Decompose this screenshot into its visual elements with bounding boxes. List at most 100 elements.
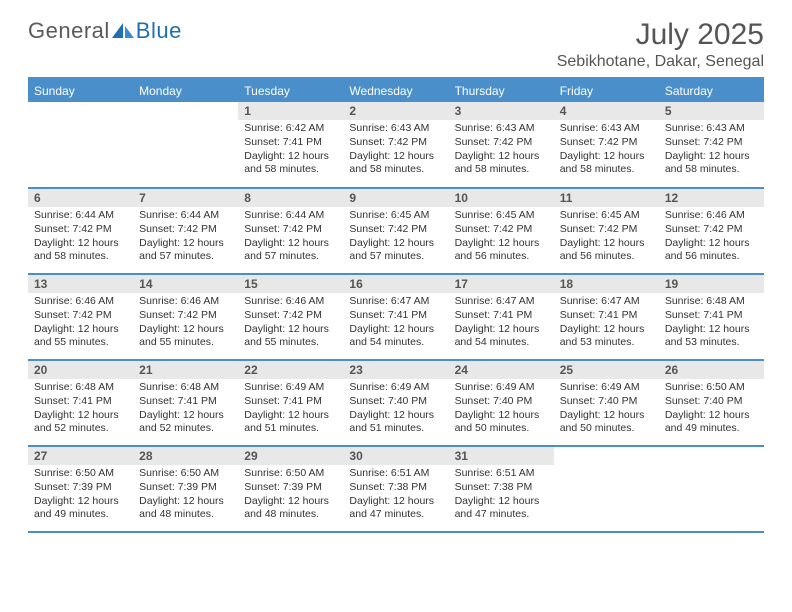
- day-cell: 4Sunrise: 6:43 AMSunset: 7:42 PMDaylight…: [554, 102, 659, 188]
- location-subtitle: Sebikhotane, Dakar, Senegal: [557, 53, 764, 71]
- col-friday: Friday: [554, 80, 659, 102]
- day-details: Sunrise: 6:51 AMSunset: 7:38 PMDaylight:…: [449, 465, 554, 526]
- day-details: Sunrise: 6:46 AMSunset: 7:42 PMDaylight:…: [238, 293, 343, 354]
- day-details: Sunrise: 6:49 AMSunset: 7:40 PMDaylight:…: [449, 379, 554, 440]
- day-details: Sunrise: 6:48 AMSunset: 7:41 PMDaylight:…: [133, 379, 238, 440]
- day-details: Sunrise: 6:46 AMSunset: 7:42 PMDaylight:…: [133, 293, 238, 354]
- week-row: 1Sunrise: 6:42 AMSunset: 7:41 PMDaylight…: [28, 102, 764, 188]
- week-row: 20Sunrise: 6:48 AMSunset: 7:41 PMDayligh…: [28, 360, 764, 446]
- day-cell: 1Sunrise: 6:42 AMSunset: 7:41 PMDaylight…: [238, 102, 343, 188]
- day-details: Sunrise: 6:48 AMSunset: 7:41 PMDaylight:…: [659, 293, 764, 354]
- day-cell: 5Sunrise: 6:43 AMSunset: 7:42 PMDaylight…: [659, 102, 764, 188]
- day-number: 1: [238, 102, 343, 120]
- col-saturday: Saturday: [659, 80, 764, 102]
- day-number: 3: [449, 102, 554, 120]
- day-details: Sunrise: 6:50 AMSunset: 7:40 PMDaylight:…: [659, 379, 764, 440]
- col-thursday: Thursday: [449, 80, 554, 102]
- day-number: 5: [659, 102, 764, 120]
- col-wednesday: Wednesday: [343, 80, 448, 102]
- logo-text-general: General: [28, 18, 110, 44]
- day-number: 8: [238, 189, 343, 207]
- day-cell: 31Sunrise: 6:51 AMSunset: 7:38 PMDayligh…: [449, 446, 554, 532]
- day-number: 17: [449, 275, 554, 293]
- day-details: Sunrise: 6:44 AMSunset: 7:42 PMDaylight:…: [238, 207, 343, 268]
- day-details: Sunrise: 6:43 AMSunset: 7:42 PMDaylight:…: [343, 120, 448, 181]
- title-block: July 2025 Sebikhotane, Dakar, Senegal: [557, 18, 764, 71]
- brand-logo: General Blue: [28, 18, 182, 44]
- day-details: Sunrise: 6:49 AMSunset: 7:41 PMDaylight:…: [238, 379, 343, 440]
- day-cell: 22Sunrise: 6:49 AMSunset: 7:41 PMDayligh…: [238, 360, 343, 446]
- col-sunday: Sunday: [28, 80, 133, 102]
- day-details: Sunrise: 6:45 AMSunset: 7:42 PMDaylight:…: [554, 207, 659, 268]
- day-details: Sunrise: 6:43 AMSunset: 7:42 PMDaylight:…: [554, 120, 659, 181]
- day-cell: 17Sunrise: 6:47 AMSunset: 7:41 PMDayligh…: [449, 274, 554, 360]
- logo-text-blue: Blue: [136, 18, 182, 44]
- week-row: 13Sunrise: 6:46 AMSunset: 7:42 PMDayligh…: [28, 274, 764, 360]
- day-cell: 29Sunrise: 6:50 AMSunset: 7:39 PMDayligh…: [238, 446, 343, 532]
- day-details: Sunrise: 6:45 AMSunset: 7:42 PMDaylight:…: [343, 207, 448, 268]
- day-details: Sunrise: 6:49 AMSunset: 7:40 PMDaylight:…: [554, 379, 659, 440]
- col-tuesday: Tuesday: [238, 80, 343, 102]
- calendar-table: Sunday Monday Tuesday Wednesday Thursday…: [28, 80, 764, 533]
- day-cell: [28, 102, 133, 188]
- month-title: July 2025: [557, 18, 764, 51]
- day-details: Sunrise: 6:44 AMSunset: 7:42 PMDaylight:…: [133, 207, 238, 268]
- day-cell: 28Sunrise: 6:50 AMSunset: 7:39 PMDayligh…: [133, 446, 238, 532]
- day-cell: 2Sunrise: 6:43 AMSunset: 7:42 PMDaylight…: [343, 102, 448, 188]
- day-number: 20: [28, 361, 133, 379]
- day-number: 19: [659, 275, 764, 293]
- day-cell: 6Sunrise: 6:44 AMSunset: 7:42 PMDaylight…: [28, 188, 133, 274]
- day-cell: 19Sunrise: 6:48 AMSunset: 7:41 PMDayligh…: [659, 274, 764, 360]
- day-cell: 10Sunrise: 6:45 AMSunset: 7:42 PMDayligh…: [449, 188, 554, 274]
- col-monday: Monday: [133, 80, 238, 102]
- day-cell: 30Sunrise: 6:51 AMSunset: 7:38 PMDayligh…: [343, 446, 448, 532]
- day-number: 15: [238, 275, 343, 293]
- day-cell: 15Sunrise: 6:46 AMSunset: 7:42 PMDayligh…: [238, 274, 343, 360]
- day-number: 24: [449, 361, 554, 379]
- logo-sail-icon: [110, 21, 136, 41]
- day-cell: 13Sunrise: 6:46 AMSunset: 7:42 PMDayligh…: [28, 274, 133, 360]
- day-number: 7: [133, 189, 238, 207]
- day-number: 31: [449, 447, 554, 465]
- day-number: 12: [659, 189, 764, 207]
- day-cell: 3Sunrise: 6:43 AMSunset: 7:42 PMDaylight…: [449, 102, 554, 188]
- day-details: Sunrise: 6:51 AMSunset: 7:38 PMDaylight:…: [343, 465, 448, 526]
- day-details: Sunrise: 6:42 AMSunset: 7:41 PMDaylight:…: [238, 120, 343, 181]
- day-cell: 11Sunrise: 6:45 AMSunset: 7:42 PMDayligh…: [554, 188, 659, 274]
- day-cell: 7Sunrise: 6:44 AMSunset: 7:42 PMDaylight…: [133, 188, 238, 274]
- day-number: 2: [343, 102, 448, 120]
- day-details: Sunrise: 6:50 AMSunset: 7:39 PMDaylight:…: [28, 465, 133, 526]
- day-details: Sunrise: 6:46 AMSunset: 7:42 PMDaylight:…: [28, 293, 133, 354]
- day-number: 26: [659, 361, 764, 379]
- day-cell: 9Sunrise: 6:45 AMSunset: 7:42 PMDaylight…: [343, 188, 448, 274]
- day-cell: [659, 446, 764, 532]
- day-number: 10: [449, 189, 554, 207]
- day-cell: 14Sunrise: 6:46 AMSunset: 7:42 PMDayligh…: [133, 274, 238, 360]
- day-number: 23: [343, 361, 448, 379]
- day-number: 27: [28, 447, 133, 465]
- day-cell: 27Sunrise: 6:50 AMSunset: 7:39 PMDayligh…: [28, 446, 133, 532]
- week-row: 6Sunrise: 6:44 AMSunset: 7:42 PMDaylight…: [28, 188, 764, 274]
- week-row: 27Sunrise: 6:50 AMSunset: 7:39 PMDayligh…: [28, 446, 764, 532]
- day-details: Sunrise: 6:50 AMSunset: 7:39 PMDaylight:…: [238, 465, 343, 526]
- day-details: Sunrise: 6:43 AMSunset: 7:42 PMDaylight:…: [659, 120, 764, 181]
- weekday-header-row: Sunday Monday Tuesday Wednesday Thursday…: [28, 80, 764, 102]
- day-number: 29: [238, 447, 343, 465]
- day-number: 4: [554, 102, 659, 120]
- day-cell: 24Sunrise: 6:49 AMSunset: 7:40 PMDayligh…: [449, 360, 554, 446]
- day-cell: 21Sunrise: 6:48 AMSunset: 7:41 PMDayligh…: [133, 360, 238, 446]
- day-details: Sunrise: 6:49 AMSunset: 7:40 PMDaylight:…: [343, 379, 448, 440]
- day-number: 13: [28, 275, 133, 293]
- day-number: 9: [343, 189, 448, 207]
- day-details: Sunrise: 6:50 AMSunset: 7:39 PMDaylight:…: [133, 465, 238, 526]
- day-cell: 23Sunrise: 6:49 AMSunset: 7:40 PMDayligh…: [343, 360, 448, 446]
- day-number: 21: [133, 361, 238, 379]
- day-details: Sunrise: 6:43 AMSunset: 7:42 PMDaylight:…: [449, 120, 554, 181]
- day-number: 22: [238, 361, 343, 379]
- day-number: 6: [28, 189, 133, 207]
- day-details: Sunrise: 6:46 AMSunset: 7:42 PMDaylight:…: [659, 207, 764, 268]
- day-number: 25: [554, 361, 659, 379]
- day-cell: 16Sunrise: 6:47 AMSunset: 7:41 PMDayligh…: [343, 274, 448, 360]
- day-cell: 25Sunrise: 6:49 AMSunset: 7:40 PMDayligh…: [554, 360, 659, 446]
- day-details: Sunrise: 6:47 AMSunset: 7:41 PMDaylight:…: [449, 293, 554, 354]
